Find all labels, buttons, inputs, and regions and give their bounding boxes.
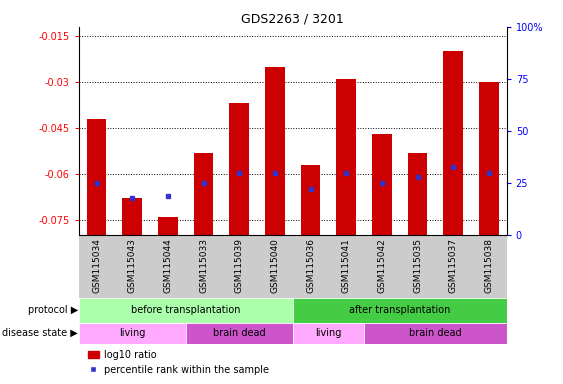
Text: disease state ▶: disease state ▶ [2, 328, 78, 338]
Bar [444, 51, 463, 235]
Text: brain dead: brain dead [409, 328, 462, 338]
Text: GSM115042: GSM115042 [377, 238, 386, 293]
Text: living: living [315, 328, 342, 338]
Bar [123, 199, 142, 235]
Bar [87, 119, 106, 235]
Bar [372, 134, 392, 235]
Bar [194, 152, 213, 235]
Text: GSM115034: GSM115034 [92, 238, 101, 293]
Text: GSM115038: GSM115038 [484, 238, 493, 293]
Text: living: living [119, 328, 145, 338]
Text: protocol ▶: protocol ▶ [28, 305, 78, 315]
Text: brain dead: brain dead [213, 328, 266, 338]
Text: GSM115036: GSM115036 [306, 238, 315, 293]
Text: GSM115035: GSM115035 [413, 238, 422, 293]
Bar [479, 82, 499, 235]
Text: GSM115037: GSM115037 [449, 238, 458, 293]
Bar [301, 165, 320, 235]
Bar [265, 67, 285, 235]
Text: GSM115040: GSM115040 [270, 238, 279, 293]
Bar [79, 298, 293, 323]
Bar [230, 104, 249, 235]
Text: GSM115033: GSM115033 [199, 238, 208, 293]
Bar [293, 298, 507, 323]
Title: GDS2263 / 3201: GDS2263 / 3201 [242, 13, 344, 26]
Bar [408, 152, 427, 235]
Bar [364, 323, 507, 344]
Text: GSM115044: GSM115044 [163, 238, 172, 293]
Bar [186, 323, 293, 344]
Bar [79, 323, 186, 344]
Bar [337, 79, 356, 235]
Text: before transplantation: before transplantation [131, 305, 240, 315]
Bar [293, 323, 364, 344]
Legend: log10 ratio, percentile rank within the sample: log10 ratio, percentile rank within the … [84, 346, 273, 379]
Text: after transplantation: after transplantation [349, 305, 450, 315]
Text: GSM115043: GSM115043 [128, 238, 137, 293]
Text: GSM115039: GSM115039 [235, 238, 244, 293]
Text: GSM115041: GSM115041 [342, 238, 351, 293]
Bar [158, 217, 178, 235]
